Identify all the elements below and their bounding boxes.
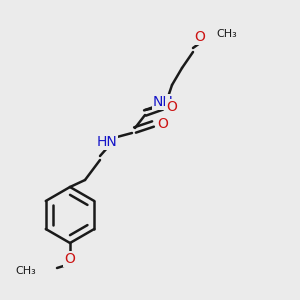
Text: O: O — [64, 252, 75, 266]
Text: O: O — [195, 30, 206, 44]
Text: O: O — [167, 100, 177, 114]
Text: HN: HN — [97, 135, 117, 149]
Text: CH₃: CH₃ — [216, 29, 237, 39]
Text: O: O — [158, 117, 168, 131]
Text: CH₃: CH₃ — [15, 266, 36, 276]
Text: NH: NH — [153, 95, 173, 109]
